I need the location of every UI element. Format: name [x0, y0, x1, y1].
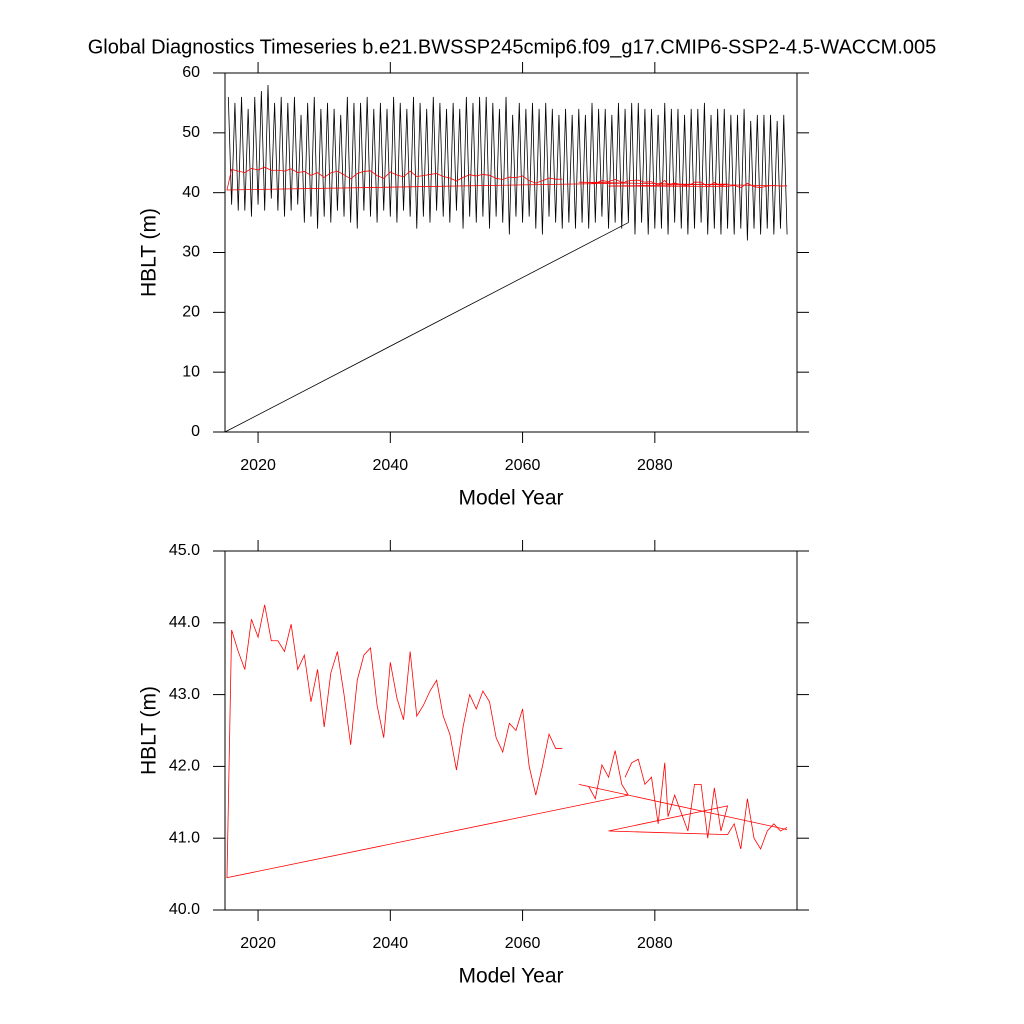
x-tick-label: 2060 [505, 457, 541, 474]
y-tick-label: 40 [182, 184, 200, 201]
plot-area: 2020 2040 2060 2080 40.0 41.0 42.0 43.0 44.0 45.0… [138, 540, 809, 988]
x-tick-label: 2040 [373, 935, 409, 952]
chart-title: Global Diagnostics Timeseries b.e21.BWSS… [88, 36, 937, 58]
x-tick-label: 2080 [637, 457, 673, 474]
plot-area: 2020 2040 2060 2080 0 10 20 30 40 50 60 Model Year H… [138, 62, 809, 510]
y-axis-label: HBLT (m) [138, 208, 161, 297]
x-tick-label: 2080 [637, 935, 673, 952]
plot-frame [224, 550, 798, 911]
y-tick-label: 50 [182, 124, 200, 141]
y-tick-label: 43.0 [169, 686, 200, 703]
data-line [225, 84, 788, 432]
data-line [226, 166, 788, 191]
y-tick-label: 20 [182, 304, 200, 321]
x-tick-label: 2020 [240, 457, 276, 474]
y-tick-label: 40.0 [169, 901, 200, 918]
y-tick-label: 45.0 [169, 542, 200, 559]
y-tick-label: 60 [182, 64, 200, 81]
x-tick-label: 2020 [240, 935, 276, 952]
series-group [226, 604, 788, 879]
data-line [226, 604, 788, 879]
y-tick-label: 41.0 [169, 829, 200, 846]
series-group [225, 84, 788, 432]
y-tick-label: 44.0 [169, 614, 200, 631]
x-tick-label: 2040 [373, 457, 409, 474]
y-tick-label: 0 [191, 423, 200, 440]
x-axis-label: Model Year [458, 965, 563, 988]
y-tick-label: 30 [182, 244, 200, 261]
x-tick-label: 2060 [505, 935, 541, 952]
y-tick-label: 10 [182, 363, 200, 380]
y-axis-label: HBLT (m) [138, 686, 161, 775]
y-tick-label: 42.0 [169, 758, 200, 775]
x-axis-label: Model Year [458, 487, 563, 510]
